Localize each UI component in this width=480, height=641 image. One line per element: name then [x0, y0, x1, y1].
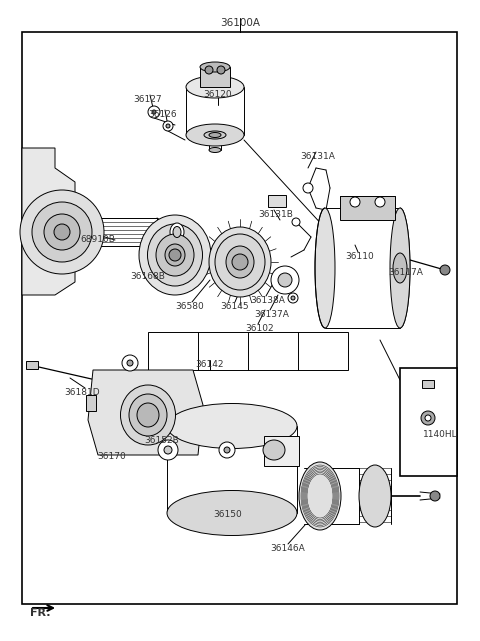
Ellipse shape [139, 215, 211, 295]
Circle shape [32, 202, 92, 262]
Text: 36120: 36120 [204, 90, 232, 99]
Ellipse shape [315, 208, 335, 328]
Text: 36181D: 36181D [64, 388, 100, 397]
Circle shape [152, 110, 156, 114]
Ellipse shape [129, 394, 167, 436]
Circle shape [158, 440, 178, 460]
Circle shape [303, 183, 313, 193]
Text: 36126: 36126 [149, 110, 177, 119]
Ellipse shape [263, 440, 285, 460]
Circle shape [20, 190, 104, 274]
Circle shape [166, 124, 170, 128]
Circle shape [169, 249, 181, 261]
Text: 36137A: 36137A [254, 310, 289, 319]
Circle shape [292, 218, 300, 226]
Polygon shape [22, 148, 75, 295]
Bar [264, 436, 299, 466]
Circle shape [219, 442, 235, 458]
Ellipse shape [120, 385, 176, 445]
Ellipse shape [209, 227, 271, 297]
Circle shape [163, 121, 173, 131]
Text: 36150: 36150 [214, 510, 242, 519]
Circle shape [278, 273, 292, 287]
Ellipse shape [167, 403, 297, 449]
Circle shape [122, 355, 138, 371]
Ellipse shape [209, 133, 221, 138]
Ellipse shape [156, 234, 194, 276]
Ellipse shape [299, 462, 341, 530]
Bar [422, 380, 434, 388]
Circle shape [44, 214, 80, 250]
Ellipse shape [173, 226, 181, 238]
Text: 36170: 36170 [97, 452, 126, 461]
Ellipse shape [393, 253, 407, 283]
Circle shape [375, 197, 385, 207]
Ellipse shape [200, 62, 230, 72]
Ellipse shape [215, 234, 265, 290]
Text: 36100A: 36100A [220, 18, 260, 28]
Text: 36146A: 36146A [271, 544, 305, 553]
Circle shape [54, 224, 70, 240]
Circle shape [425, 415, 431, 421]
Bar [148, 332, 348, 370]
Ellipse shape [226, 246, 254, 278]
Polygon shape [88, 370, 203, 455]
Circle shape [224, 447, 230, 453]
Bar [268, 195, 286, 207]
Text: 36127: 36127 [134, 95, 162, 104]
Circle shape [148, 106, 160, 118]
Circle shape [421, 411, 435, 425]
Text: 36102: 36102 [246, 324, 274, 333]
Bar [86, 395, 96, 411]
Ellipse shape [359, 465, 391, 527]
Text: 68910B: 68910B [81, 235, 115, 244]
Text: 36131A: 36131A [300, 152, 336, 161]
Ellipse shape [186, 76, 244, 98]
Bar [340, 196, 395, 220]
Ellipse shape [204, 131, 226, 139]
Ellipse shape [167, 490, 297, 535]
Circle shape [232, 254, 248, 270]
Ellipse shape [165, 244, 185, 266]
Text: 36580: 36580 [176, 302, 204, 311]
Text: 36138A: 36138A [251, 296, 286, 305]
Text: 1140HL: 1140HL [423, 430, 457, 439]
Circle shape [127, 360, 133, 366]
Circle shape [205, 66, 213, 74]
Text: 36145: 36145 [221, 302, 249, 311]
Circle shape [440, 265, 450, 275]
Text: 36142: 36142 [196, 360, 224, 369]
Ellipse shape [170, 223, 184, 241]
Text: 36131B: 36131B [259, 210, 293, 219]
Circle shape [430, 491, 440, 501]
Ellipse shape [186, 124, 244, 146]
Ellipse shape [137, 403, 159, 427]
Bar [26, 361, 38, 369]
Ellipse shape [390, 208, 410, 328]
Circle shape [288, 293, 298, 303]
Text: 36117A: 36117A [389, 268, 423, 277]
Ellipse shape [209, 147, 221, 153]
Text: 36168B: 36168B [131, 272, 166, 281]
Circle shape [217, 66, 225, 74]
Bar [400, 368, 457, 476]
Circle shape [291, 296, 295, 300]
Circle shape [271, 266, 299, 294]
Bar [200, 67, 230, 87]
Text: 36110: 36110 [346, 252, 374, 261]
Text: 36152B: 36152B [144, 436, 180, 445]
Ellipse shape [147, 224, 203, 286]
Circle shape [164, 446, 172, 454]
Circle shape [350, 197, 360, 207]
Text: FR.: FR. [30, 608, 50, 618]
Bar [22, 32, 457, 604]
